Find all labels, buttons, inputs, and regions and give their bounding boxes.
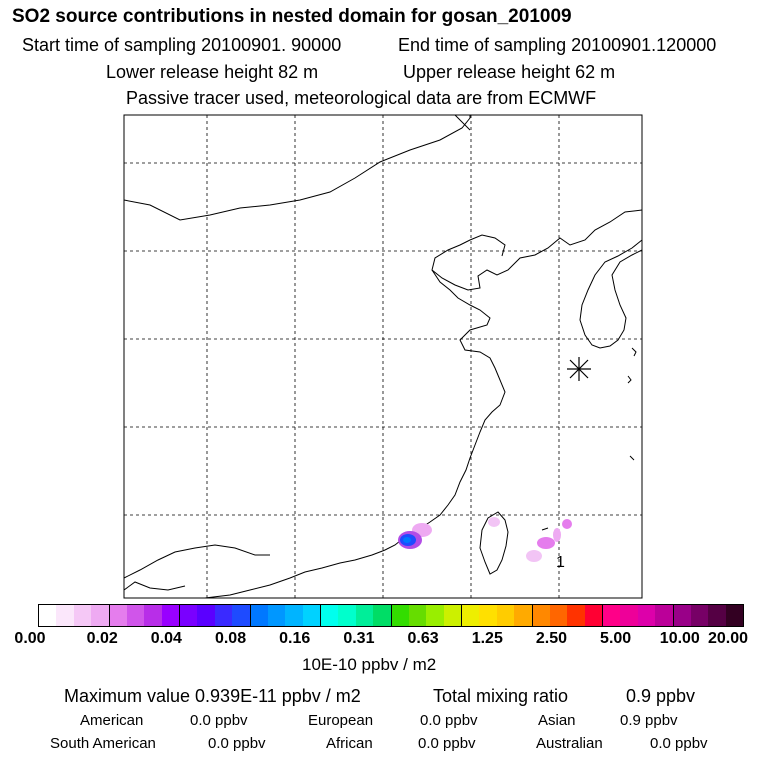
region-value: 0.0 ppbv	[208, 735, 266, 752]
region-name: African	[326, 735, 373, 752]
colorbar	[38, 604, 744, 627]
colorbar-tick-label: 10.00	[659, 630, 700, 647]
border-line	[123, 115, 471, 221]
colorbar-swatch	[708, 605, 726, 626]
plume-low	[526, 550, 542, 562]
region-value: 0.0 ppbv	[650, 735, 708, 752]
colorbar-swatch	[391, 605, 409, 626]
colorbar-swatch	[443, 605, 462, 626]
plume-core	[403, 537, 411, 543]
colorbar-swatch	[584, 605, 603, 626]
station-marker	[567, 357, 591, 381]
colorbar-tick-label: 0.04	[150, 630, 182, 647]
colorbar-swatch	[39, 605, 57, 626]
island	[627, 375, 632, 384]
marker-label: 1	[556, 554, 565, 571]
colorbar-swatch	[285, 605, 303, 626]
colorbar-swatch	[144, 605, 162, 626]
region-name: South American	[50, 735, 156, 752]
colorbar-swatch	[267, 605, 286, 626]
colorbar-swatch	[126, 605, 145, 626]
end-time: End time of sampling 20100901.120000	[398, 35, 717, 55]
colorbar-swatch	[532, 605, 550, 626]
colorbar-swatch	[161, 605, 180, 626]
tracer-note: Passive tracer used, meteorological data…	[126, 88, 597, 108]
colorbar-swatch	[496, 605, 515, 626]
colorbar-swatch	[180, 605, 198, 626]
colorbar-swatch	[91, 605, 110, 626]
plume	[398, 517, 572, 562]
colorbar-swatch	[373, 605, 392, 626]
colorbar-swatch	[673, 605, 691, 626]
colorbar-swatch	[462, 605, 480, 626]
lower-release-height: Lower release height 82 m	[106, 62, 319, 82]
colorbar-tick-label: 20.00	[707, 630, 749, 647]
border-line	[123, 581, 186, 591]
colorbar-swatch	[426, 605, 444, 626]
colorbar-swatch	[603, 605, 621, 626]
colorbar-tick-label: 0.08	[214, 630, 247, 647]
region-name: American	[80, 712, 144, 729]
colorbar-swatch	[408, 605, 427, 626]
coastline	[204, 269, 506, 599]
colorbar-tick-label: 0.16	[279, 630, 311, 647]
map-panel: 1	[123, 114, 643, 599]
region-name: Australian	[536, 735, 603, 752]
island	[631, 347, 637, 357]
colorbar-swatch	[549, 605, 568, 626]
region-value: 0.0 ppbv	[420, 712, 478, 729]
colorbar-swatch	[620, 605, 638, 626]
colorbar-tick-label: 5.00	[600, 630, 632, 647]
maximum-value: Maximum value 0.939E-11 ppbv / m2	[64, 686, 361, 706]
total-mixing-value: 0.9 ppbv	[626, 686, 696, 706]
colorbar-swatch	[690, 605, 709, 626]
taiwan	[479, 511, 509, 575]
colorbar-swatch	[197, 605, 215, 626]
island	[541, 527, 549, 531]
coastlines	[123, 114, 643, 599]
plume-low	[562, 519, 572, 529]
colorbar-tick-label: 0.02	[86, 630, 118, 647]
colorbar-swatch	[321, 605, 339, 626]
region-value: 0.9 ppbv	[620, 712, 678, 729]
korea	[579, 239, 643, 349]
colorbar-swatch	[73, 605, 92, 626]
colorbar-swatch	[109, 605, 127, 626]
colorbar-swatch	[250, 605, 268, 626]
colorbar-swatch	[655, 605, 674, 626]
region-value: 0.0 ppbv	[418, 735, 476, 752]
region-name: Asian	[538, 712, 576, 729]
border-line	[454, 114, 471, 131]
border-line	[123, 544, 270, 579]
plume-low	[553, 528, 561, 542]
colorbar-swatch	[479, 605, 497, 626]
region-name: European	[308, 712, 374, 729]
coastline	[431, 209, 643, 291]
colorbar-swatch	[338, 605, 356, 626]
upper-release-height: Upper release height 62 m	[403, 62, 616, 82]
colorbar-swatch	[567, 605, 585, 626]
colorbar-swatch	[302, 605, 321, 626]
plume-low	[488, 517, 500, 527]
plume-low	[537, 537, 555, 549]
total-mixing-label: Total mixing ratio	[433, 686, 569, 706]
plot-title: SO2 source contributions in nested domai…	[12, 6, 572, 27]
colorbar-tick-label: 1.25	[471, 630, 503, 647]
colorbar-units: 10E-10 ppbv / m2	[302, 655, 437, 674]
colorbar-swatch	[56, 605, 74, 626]
colorbar-tick-label: 0.31	[343, 630, 375, 647]
colorbar-tick-label: 2.50	[535, 630, 568, 647]
colorbar-swatch	[232, 605, 251, 626]
colorbar-swatch	[725, 605, 743, 626]
island	[629, 455, 635, 461]
start-time: Start time of sampling 20100901. 90000	[22, 35, 342, 55]
region-value: 0.0 ppbv	[190, 712, 248, 729]
colorbar-swatch	[214, 605, 233, 626]
colorbar-tick-label: 0.00	[14, 630, 46, 647]
colorbar-tick-label: 0.63	[407, 630, 439, 647]
colorbar-swatch	[355, 605, 374, 626]
colorbar-swatch	[514, 605, 533, 626]
colorbar-swatch	[637, 605, 656, 626]
graticule	[124, 115, 642, 598]
